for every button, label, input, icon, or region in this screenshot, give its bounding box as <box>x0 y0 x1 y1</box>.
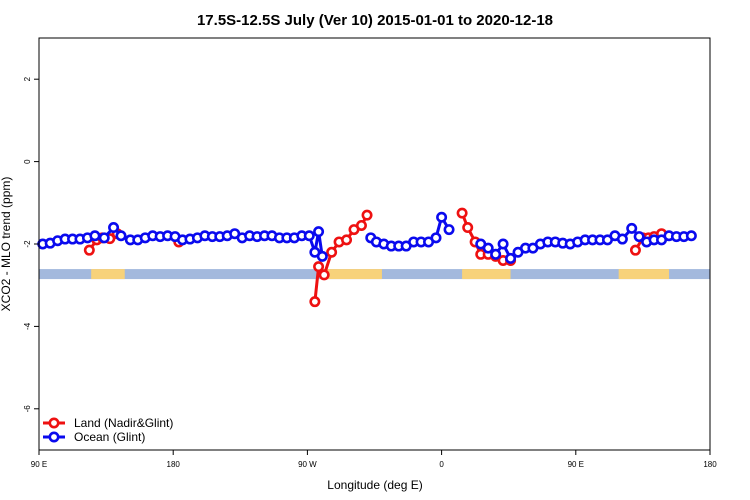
land-band-segment <box>618 269 669 280</box>
data-point <box>326 246 338 258</box>
y-tick-label: 0 <box>23 159 32 164</box>
data-point <box>98 232 110 244</box>
x-tick-label: 180 <box>703 460 717 469</box>
x-tick-label: 90 E <box>568 460 584 469</box>
x-tick-label: 90 E <box>31 460 47 469</box>
y-tick-label: -4 <box>23 322 32 330</box>
x-axis: 90 E 180 90 W 0 90 E 180 <box>31 450 717 469</box>
data-point <box>482 242 494 254</box>
data-point <box>456 207 468 219</box>
series-layer <box>37 207 697 308</box>
land-band-segment <box>91 269 125 280</box>
land-ocean-band <box>39 269 710 280</box>
legend-land-marker <box>48 417 60 429</box>
y-tick-label: -6 <box>23 405 32 413</box>
x-tick-label: 180 <box>167 460 181 469</box>
land-band-segment <box>322 269 382 280</box>
x-tick-label: 0 <box>439 460 444 469</box>
data-point <box>355 219 367 231</box>
data-point <box>490 248 502 260</box>
data-point <box>361 209 373 221</box>
legend-ocean-marker <box>48 431 60 443</box>
data-point <box>313 261 325 273</box>
data-point <box>303 230 315 242</box>
data-point <box>316 250 328 262</box>
y-axis-label: XCO2 - MLO trend (ppm) <box>0 177 13 312</box>
data-point <box>505 252 517 264</box>
data-point <box>341 234 353 246</box>
data-point <box>309 296 321 308</box>
legend: Land (Nadir&Glint) Ocean (Glint) <box>43 416 173 444</box>
data-point <box>318 269 330 281</box>
data-point <box>616 233 628 245</box>
data-point <box>430 232 442 244</box>
y-tick-label: -2 <box>23 240 32 248</box>
data-point <box>436 211 448 223</box>
x-axis-label: Longitude (deg E) <box>327 478 422 492</box>
data-point <box>629 244 641 256</box>
data-point <box>633 231 645 243</box>
data-point <box>685 230 697 242</box>
data-point <box>626 222 638 234</box>
data-point <box>115 230 127 242</box>
legend-land-label: Land (Nadir&Glint) <box>74 416 173 430</box>
data-point <box>462 222 474 234</box>
y-tick-label: 2 <box>23 76 32 81</box>
legend-ocean-label: Ocean (Glint) <box>74 430 145 444</box>
data-point <box>497 238 509 250</box>
y-axis: 2 0 -2 -4 -6 <box>23 76 39 412</box>
chart-title: 17.5S-12.5S July (Ver 10) 2015-01-01 to … <box>197 12 553 29</box>
data-point <box>443 224 455 236</box>
data-point <box>89 230 101 242</box>
land-band-segment <box>462 269 511 280</box>
data-point <box>108 222 120 234</box>
data-point <box>313 226 325 238</box>
x-tick-label: 90 W <box>298 460 317 469</box>
data-point <box>83 244 95 256</box>
